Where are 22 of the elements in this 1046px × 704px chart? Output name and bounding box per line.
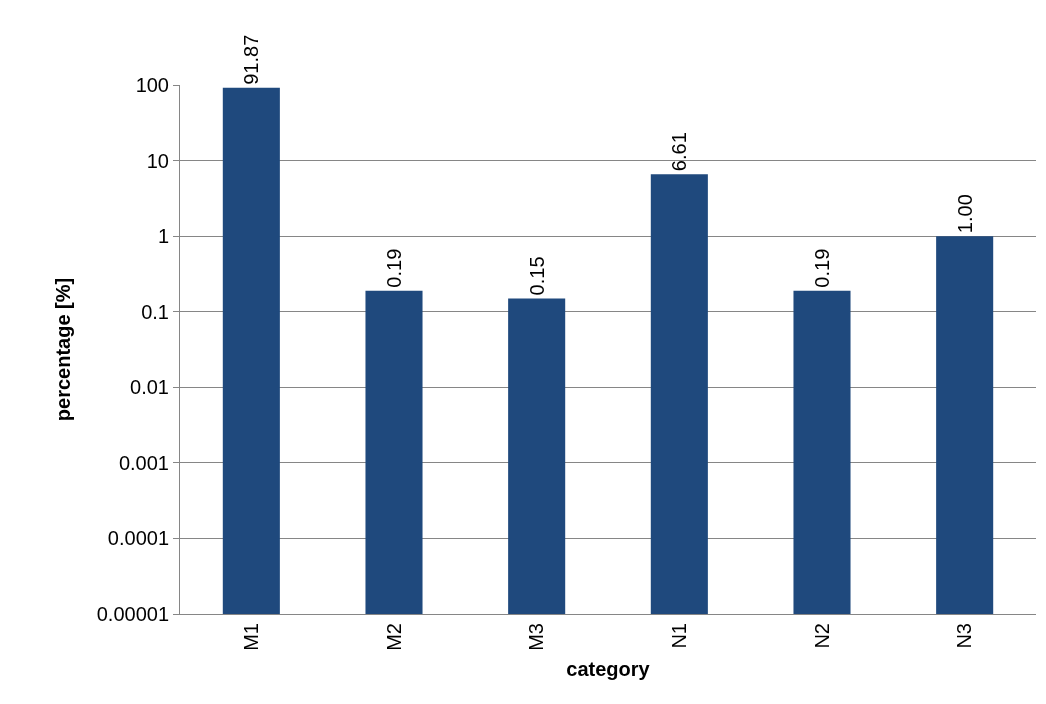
y-tick-label: 0.1 <box>141 300 169 323</box>
y-axis-title: percentage [%] <box>52 277 75 422</box>
y-tick-label: 0.0001 <box>107 527 169 550</box>
y-tick-label: 10 <box>146 149 169 172</box>
x-tick-label: M2 <box>382 623 405 651</box>
x-tick-label: M3 <box>525 623 548 651</box>
data-label: 91.87 <box>240 34 263 85</box>
data-label: 1.00 <box>953 194 976 234</box>
y-tick-label: 1 <box>157 225 169 248</box>
x-tick-label: N2 <box>810 623 833 649</box>
x-tick-label: N1 <box>667 623 690 649</box>
data-label: 0.19 <box>383 248 405 288</box>
x-tick-label: M1 <box>239 623 262 651</box>
data-label: 0.15 <box>525 256 548 296</box>
y-tick-label: 0.00001 <box>96 603 169 625</box>
x-tick-label: N3 <box>953 623 976 649</box>
y-tick-label: 0.001 <box>118 451 169 474</box>
data-label: 0.19 <box>811 248 833 288</box>
x-axis-title: category <box>566 658 651 681</box>
y-tick-label: 0.01 <box>130 376 169 399</box>
data-label: 6.61 <box>668 132 691 172</box>
y-tick-label: 100 <box>135 74 169 96</box>
